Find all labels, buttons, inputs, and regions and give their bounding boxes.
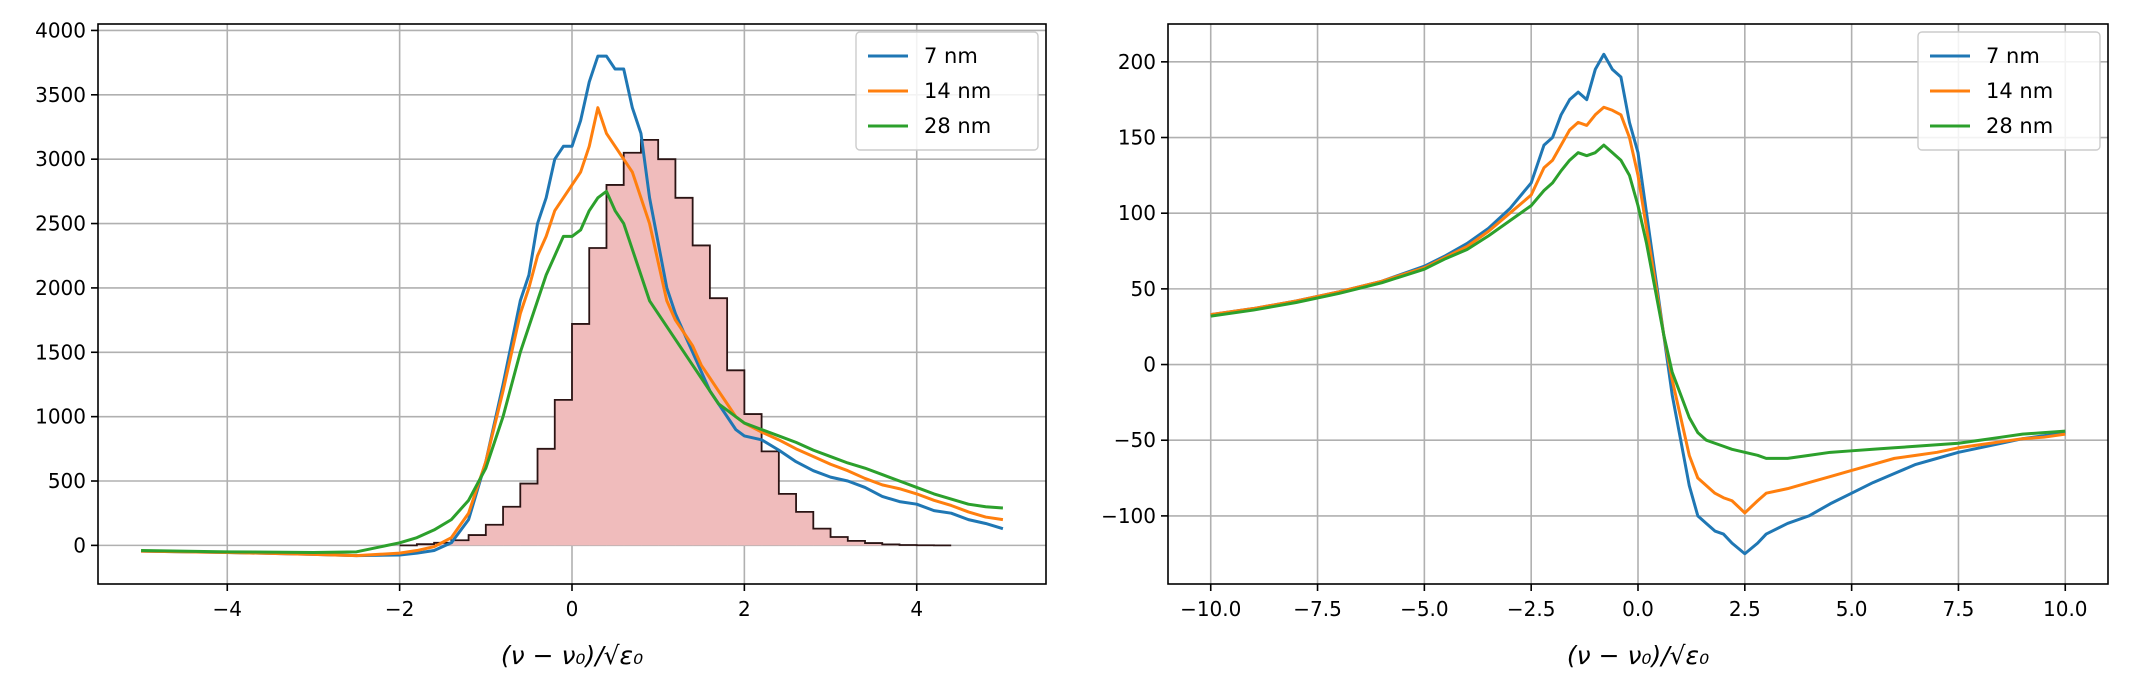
legend-label: 7 nm bbox=[1986, 44, 2040, 68]
y-tick-label: −100 bbox=[1101, 504, 1156, 528]
histogram-bar bbox=[537, 448, 556, 546]
legend-label: 28 nm bbox=[1986, 114, 2053, 138]
y-tick-label: 150 bbox=[1118, 126, 1156, 150]
histogram-bar bbox=[709, 298, 728, 546]
legend: 7 nm 14 nm 28 nm bbox=[1917, 31, 2101, 151]
legend-box bbox=[1917, 31, 2101, 151]
legend-label: 7 nm bbox=[924, 44, 978, 68]
histogram-bar bbox=[451, 540, 470, 546]
x-tick-label: −2 bbox=[385, 597, 414, 621]
legend-label: 28 nm bbox=[924, 114, 991, 138]
plot-area bbox=[1210, 52, 2066, 556]
x-tick-label: 7.5 bbox=[1943, 597, 1975, 621]
histogram-bar bbox=[778, 493, 797, 546]
y-tick-label: 1000 bbox=[35, 405, 86, 429]
x-tick-label: −4 bbox=[213, 597, 242, 621]
x-tick-label: 2.5 bbox=[1729, 597, 1761, 621]
histogram-bar bbox=[692, 245, 711, 546]
y-tick-label: 0 bbox=[1143, 353, 1156, 377]
legend: 7 nm 14 nm 28 nm bbox=[855, 31, 1039, 151]
y-tick-label: 3500 bbox=[35, 83, 86, 107]
x-axis-label: (ν − ν₀)/√ε₀ bbox=[501, 641, 643, 670]
histogram-outline bbox=[399, 138, 952, 547]
x-tick-label: −5.0 bbox=[1400, 597, 1449, 621]
series-line-28-nm bbox=[1210, 143, 2066, 460]
histogram-bar bbox=[572, 323, 590, 546]
histogram-bar bbox=[485, 524, 504, 546]
histogram-bar bbox=[830, 537, 849, 546]
histogram-bar bbox=[744, 414, 763, 546]
histogram-bar bbox=[796, 511, 814, 546]
histogram-bar bbox=[503, 506, 521, 546]
left-chart: −4 −2 0 2 4 0 500 1000 1500 2000 2500 3000 3500 4000 (… bbox=[35, 18, 1047, 670]
histogram-bar bbox=[727, 370, 745, 546]
histogram-bar bbox=[865, 543, 883, 546]
x-tick-label: 2 bbox=[738, 597, 751, 621]
x-tick-label: 10.0 bbox=[2043, 597, 2088, 621]
legend-label: 14 nm bbox=[1986, 79, 2053, 103]
x-tick-label: 5.0 bbox=[1836, 597, 1868, 621]
series-line-28-nm bbox=[141, 189, 1004, 554]
y-tick-label: 200 bbox=[1118, 50, 1156, 74]
histogram-bar bbox=[606, 184, 625, 546]
y-tick-label: 500 bbox=[48, 469, 86, 493]
histogram-bar bbox=[589, 248, 608, 546]
histogram-bar bbox=[847, 540, 866, 546]
plot-area bbox=[141, 54, 1004, 558]
y-tick-label: 4000 bbox=[35, 18, 86, 42]
y-tick-label: 2000 bbox=[35, 276, 86, 300]
histogram-bar bbox=[554, 399, 573, 546]
histogram-bar bbox=[623, 152, 642, 546]
histogram-bar bbox=[434, 542, 452, 546]
y-tick-label: 0 bbox=[73, 533, 86, 557]
legend-box bbox=[855, 31, 1039, 151]
histogram-bar bbox=[658, 159, 677, 546]
histogram-bar bbox=[468, 535, 487, 546]
y-tick-label: 2500 bbox=[35, 212, 86, 236]
y-tick-label: 3000 bbox=[35, 147, 86, 171]
y-tick-label: 50 bbox=[1131, 277, 1156, 301]
x-tick-label: 4 bbox=[910, 597, 923, 621]
x-axis-label: (ν − ν₀)/√ε₀ bbox=[1567, 641, 1709, 670]
histogram-bar bbox=[520, 483, 539, 546]
x-tick-label: −10.0 bbox=[1180, 597, 1241, 621]
legend-label: 14 nm bbox=[924, 79, 991, 103]
x-tick-label: −2.5 bbox=[1507, 597, 1556, 621]
x-tick-label: 0 bbox=[566, 597, 579, 621]
y-tick-label: 1500 bbox=[35, 340, 86, 364]
histogram-bar bbox=[813, 528, 832, 546]
x-tick-label: −7.5 bbox=[1293, 597, 1342, 621]
y-tick-label: 100 bbox=[1118, 201, 1156, 225]
y-tick-label: −50 bbox=[1114, 428, 1156, 452]
x-tick-label: 0.0 bbox=[1622, 597, 1654, 621]
histogram bbox=[399, 138, 952, 547]
histogram-bar bbox=[675, 197, 694, 546]
histogram-bar bbox=[761, 451, 780, 546]
right-chart: −10.0 −7.5 −5.0 −2.5 0.0 2.5 5.0 7.5 10.0 −100 −50… bbox=[1101, 23, 2109, 670]
